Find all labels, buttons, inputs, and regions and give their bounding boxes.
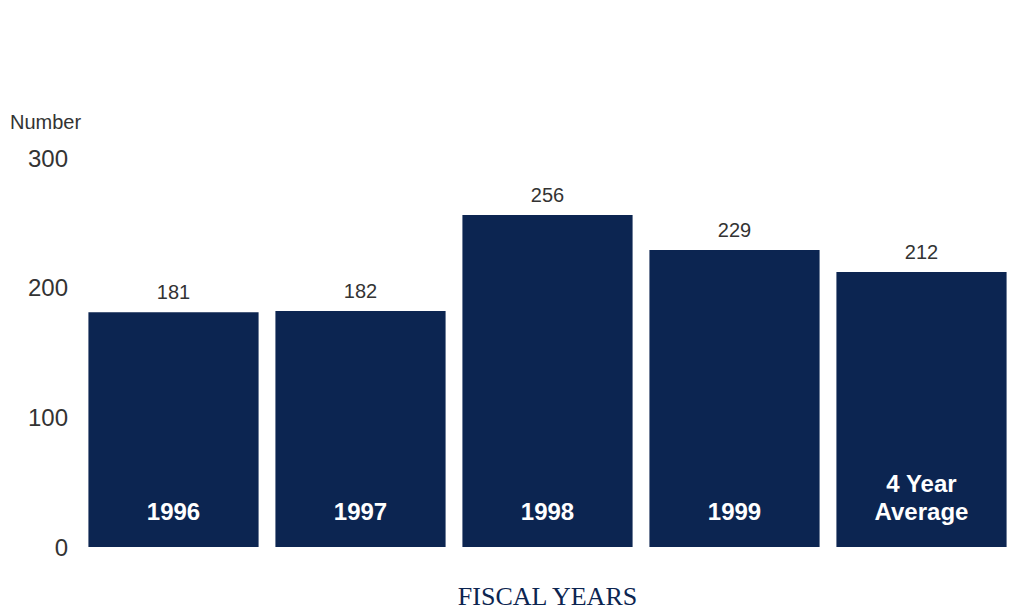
svg-text:200: 200 <box>28 274 68 301</box>
svg-text:256: 256 <box>531 184 564 206</box>
svg-text:212: 212 <box>905 241 938 263</box>
svg-text:Average: Average <box>875 498 969 525</box>
svg-text:1999: 1999 <box>708 498 761 525</box>
svg-text:182: 182 <box>344 280 377 302</box>
svg-text:4 Year: 4 Year <box>886 470 956 497</box>
svg-text:229: 229 <box>718 219 751 241</box>
svg-text:1997: 1997 <box>334 498 387 525</box>
svg-text:100: 100 <box>28 404 68 431</box>
svg-text:300: 300 <box>28 145 68 172</box>
svg-text:0: 0 <box>55 534 68 561</box>
svg-text:1996: 1996 <box>147 498 200 525</box>
svg-text:Number: Number <box>10 111 81 133</box>
svg-text:1998: 1998 <box>521 498 574 525</box>
svg-text:181: 181 <box>157 281 190 303</box>
svg-text:FISCAL YEARS: FISCAL YEARS <box>458 582 637 611</box>
